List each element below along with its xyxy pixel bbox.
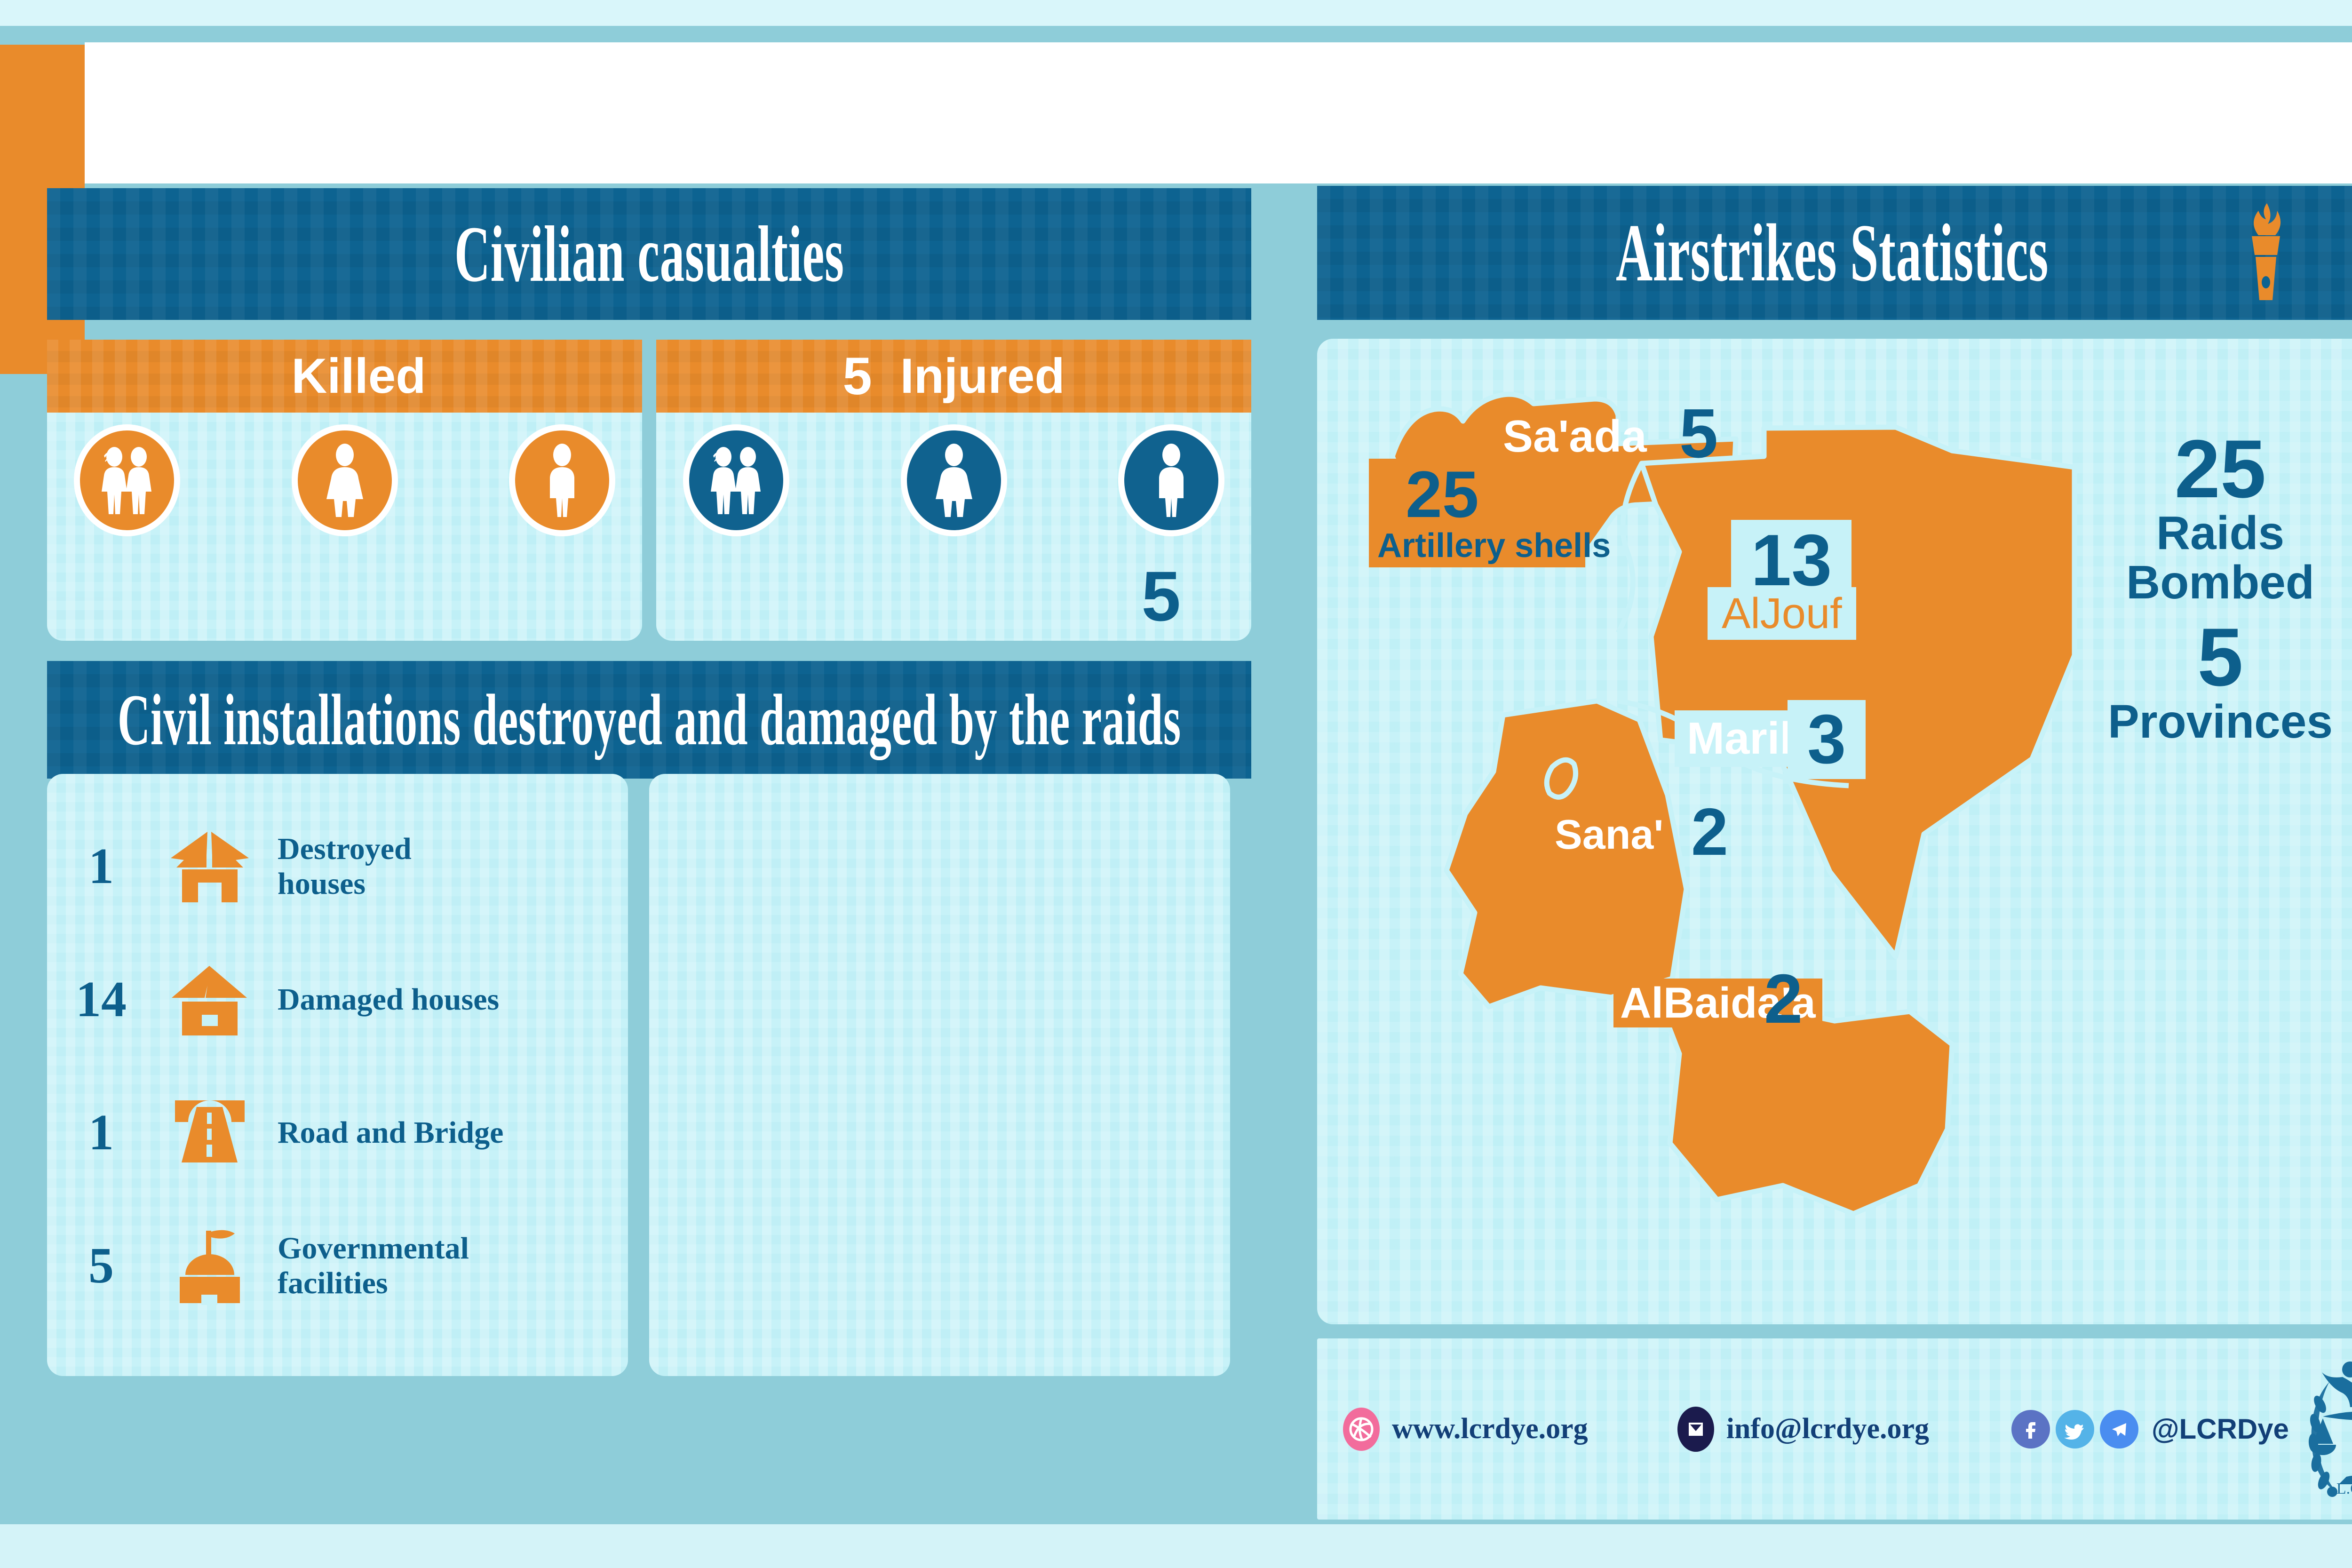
facebook-icon[interactable]	[2011, 1409, 2050, 1449]
list-item: 1 Road and Bridge	[47, 1066, 628, 1199]
woman-icon	[906, 430, 1001, 530]
item-label: Destroyed houses	[278, 831, 412, 901]
airstrikes-map: Sa'ada 5 25 Artillery shells 13 AlJouf M…	[1317, 339, 2352, 1324]
bottom-strip	[0, 1524, 2352, 1568]
map-label-saada: Sa'ada	[1503, 411, 1647, 462]
raids-bombed-label: Raids Bombed	[2126, 507, 2314, 609]
envelope-icon	[1677, 1406, 1714, 1452]
injured-body: 5	[656, 413, 1251, 641]
killed-body	[47, 413, 642, 641]
social-item[interactable]: @LCRDye	[2011, 1409, 2289, 1449]
artillery-label: Artillery shells	[1377, 527, 1611, 565]
injured-card: 5 Injured	[656, 340, 1251, 641]
website-text: www.lcrdye.org	[1392, 1413, 1588, 1445]
list-item: 5 Government	[47, 1199, 628, 1332]
provinces-label: Provinces	[2107, 695, 2333, 748]
woman-icon	[297, 430, 392, 530]
item-label: Road and Bridge	[278, 1115, 504, 1150]
civil-installations-title: Civil installations destroyed and damage…	[47, 661, 1251, 779]
killed-header: Killed	[47, 340, 642, 413]
artillery-value: 25	[1406, 457, 1479, 531]
item-label: Governmental facilities	[278, 1231, 469, 1300]
email-item[interactable]: info@lcrdye.org	[1677, 1406, 1929, 1452]
footer-contacts: www.lcrdye.org info@lcrdye.org	[1317, 1338, 2352, 1520]
social-handle: @LCRDye	[2152, 1413, 2289, 1445]
civilian-casualties-heading: Civilian casualties	[454, 209, 844, 298]
installations-list: 1 Destroyed houses 14	[47, 774, 628, 1376]
map-value-aljouf: 13	[1731, 520, 1852, 600]
telegram-icon[interactable]	[2100, 1409, 2138, 1449]
torch-flame-icon	[2238, 201, 2294, 305]
list-item: 1 Destroyed houses	[47, 800, 628, 933]
government-building-icon	[155, 1226, 263, 1306]
destroyed-house-icon	[155, 829, 263, 904]
road-bridge-icon	[155, 1094, 263, 1171]
map-value-marib: 3	[1788, 700, 1866, 779]
map-region-aljouf	[1639, 424, 2077, 959]
injured-label: Injured	[900, 349, 1065, 404]
man-icon	[515, 430, 609, 530]
item-count: 1	[88, 1104, 114, 1161]
map-value-saada: 5	[1679, 395, 1718, 472]
website-item[interactable]: www.lcrdye.org	[1343, 1407, 1588, 1451]
mosaic-pattern	[649, 774, 1230, 1376]
killed-label: Killed	[291, 349, 426, 404]
damaged-house-icon	[155, 962, 263, 1037]
injured-header: 5 Injured	[656, 340, 1251, 413]
map-value-albaidaa: 2	[1764, 960, 1803, 1038]
email-text: info@lcrdye.org	[1726, 1413, 1929, 1445]
dribbble-icon	[1343, 1407, 1380, 1451]
map-label-albaidaa: AlBaida'a	[1613, 979, 1822, 1027]
map-region-sana	[1444, 698, 1689, 1010]
provinces-value: 5	[2197, 612, 2243, 704]
injured-count: 5	[842, 346, 872, 406]
logo-abbrev: L.C.R.D	[2336, 1480, 2352, 1497]
killed-icon-row	[47, 413, 642, 530]
killed-card: Killed	[47, 340, 642, 641]
raids-bombed-value: 25	[2174, 423, 2266, 515]
airstrikes-statistics-title: Airstrikes Statistics	[1317, 186, 2352, 320]
airstrikes-heading: Airstrikes Statistics	[1615, 207, 2049, 298]
civil-installations-section: 1 Destroyed houses 14	[47, 774, 1251, 1376]
map-label-aljouf: AlJouf	[1708, 587, 1856, 640]
map-label-sana: Sana'	[1555, 811, 1664, 858]
title-banner	[85, 42, 2352, 183]
man-icon	[1124, 430, 1218, 530]
footer-bar: www.lcrdye.org info@lcrdye.org	[1317, 1338, 2352, 1520]
casualty-cards: Killed	[47, 340, 1251, 641]
right-column: Airstrikes Statistics	[1317, 186, 2352, 1520]
item-count: 5	[88, 1237, 114, 1294]
civil-installations-heading: Civil installations destroyed and damage…	[117, 679, 1181, 760]
item-count: 14	[76, 971, 127, 1027]
twitter-icon[interactable]	[2056, 1409, 2094, 1449]
item-label: Damaged houses	[278, 982, 500, 1017]
list-item: 14 Damaged houses	[47, 933, 628, 1066]
left-column: Civilian casualties Killed	[47, 188, 1251, 1520]
injured-icon-row	[656, 413, 1251, 530]
item-count: 1	[88, 838, 114, 894]
artillery-shells-chip: 25 Artillery shells	[1369, 457, 1611, 568]
map-inset-outline	[1544, 757, 1579, 800]
children-icon	[689, 430, 783, 530]
installations-side-panel	[649, 774, 1230, 1376]
lcrd-logo: L.C.R.D	[2286, 1353, 2352, 1510]
summary-statistics: 25 Raids Bombed 5 Provinces	[2056, 423, 2352, 748]
children-icon	[80, 430, 174, 530]
injured-total: 5	[1141, 557, 1181, 636]
map-value-sana: 2	[1691, 795, 1728, 869]
civilian-casualties-title: Civilian casualties	[47, 188, 1251, 320]
